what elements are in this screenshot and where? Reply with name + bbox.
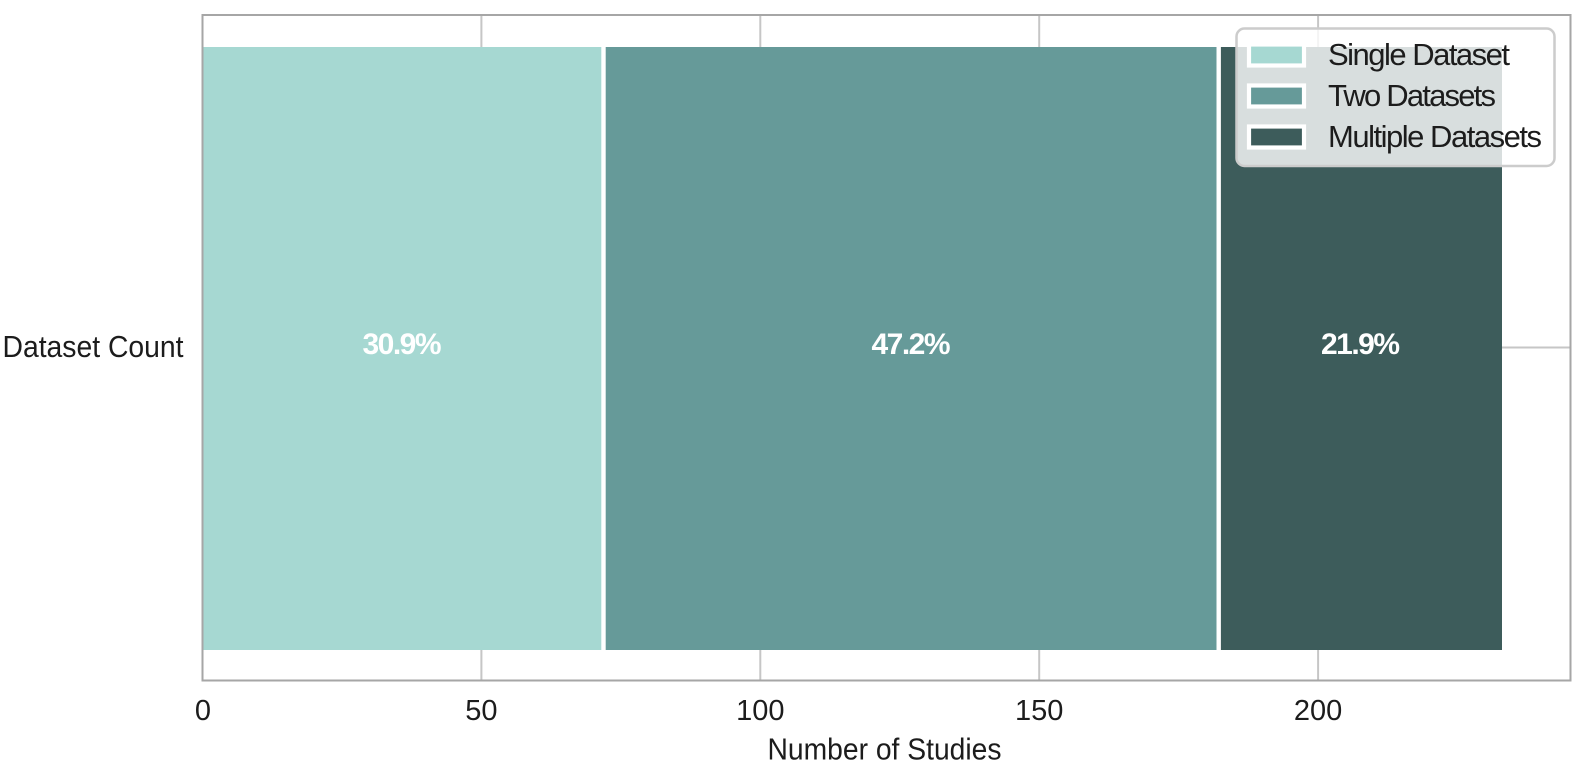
svg-text:150: 150 xyxy=(1015,695,1063,727)
svg-text:50: 50 xyxy=(465,695,497,727)
svg-text:0: 0 xyxy=(195,695,211,727)
svg-text:Two Datasets: Two Datasets xyxy=(1328,78,1496,113)
svg-text:21.9%: 21.9% xyxy=(1321,328,1400,361)
svg-text:Dataset Count: Dataset Count xyxy=(3,329,184,364)
svg-text:Number of Studies: Number of Studies xyxy=(768,732,1002,766)
svg-text:Single Dataset: Single Dataset xyxy=(1328,37,1510,72)
svg-text:30.9%: 30.9% xyxy=(363,328,442,361)
svg-text:Multiple Datasets: Multiple Datasets xyxy=(1328,119,1542,154)
svg-text:47.2%: 47.2% xyxy=(872,328,951,361)
svg-text:100: 100 xyxy=(736,695,784,727)
svg-text:200: 200 xyxy=(1294,695,1342,727)
